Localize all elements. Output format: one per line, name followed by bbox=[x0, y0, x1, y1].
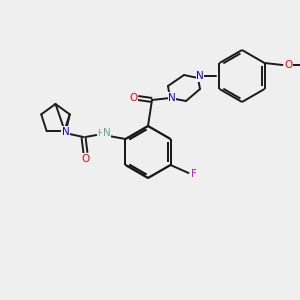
Text: O: O bbox=[129, 93, 137, 103]
Text: N: N bbox=[196, 71, 204, 81]
Text: O: O bbox=[284, 60, 292, 70]
Text: O: O bbox=[81, 154, 90, 164]
Text: F: F bbox=[190, 169, 196, 179]
Text: H: H bbox=[97, 128, 104, 137]
Text: N: N bbox=[168, 93, 176, 103]
Text: N: N bbox=[61, 127, 69, 137]
Text: N: N bbox=[103, 128, 110, 138]
